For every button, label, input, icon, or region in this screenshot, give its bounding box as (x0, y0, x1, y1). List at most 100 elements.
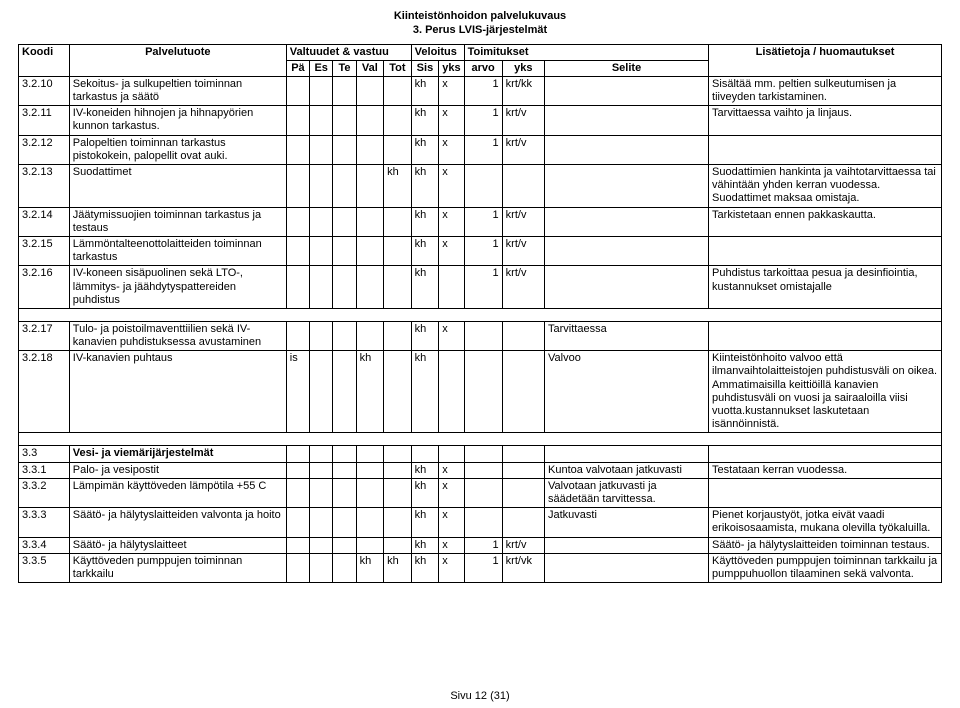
th-selite: Selite (545, 60, 709, 76)
cell-yksB (502, 351, 544, 433)
cell-yksA: x (439, 135, 464, 164)
th-pa: Pä (286, 60, 309, 76)
cell-sis: kh (411, 553, 439, 582)
cell-val: kh (356, 351, 384, 433)
cell-val: kh (356, 553, 384, 582)
cell-koodi: 3.2.17 (19, 321, 70, 350)
cell-selite (545, 76, 709, 105)
cell-palvelu: Tulo- ja poistoilmaventtiilien sekä IV-k… (69, 321, 286, 350)
cell-selite (545, 165, 709, 208)
cell-palvelu: IV-kanavien puhtaus (69, 351, 286, 433)
th-veloitus: Veloitus (411, 44, 464, 60)
cell-es (310, 135, 333, 164)
cell-val (356, 537, 384, 553)
service-table: Koodi Palvelutuote Valtuudet & vastuu Ve… (18, 44, 942, 584)
cell-koodi: 3.2.14 (19, 207, 70, 236)
table-row: 3.3.3Säätö- ja hälytyslaitteiden valvont… (19, 508, 942, 537)
cell-sis: kh (411, 351, 439, 433)
cell-te (333, 446, 356, 462)
cell-selite (545, 266, 709, 309)
cell-es (310, 462, 333, 478)
cell-lisat: Pienet korjaustyöt, jotka eivät vaadi er… (709, 508, 942, 537)
cell-arvo: 1 (464, 266, 502, 309)
cell-lisat: Tarvittaessa vaihto ja linjaus. (709, 106, 942, 135)
cell-arvo (464, 478, 502, 507)
table-row: 3.3.4Säätö- ja hälytyslaitteetkhx1krt/vS… (19, 537, 942, 553)
cell-palvelu: Palopeltien toiminnan tarkastus pistokok… (69, 135, 286, 164)
cell-selite (545, 553, 709, 582)
cell-arvo: 1 (464, 106, 502, 135)
header-row-1: Koodi Palvelutuote Valtuudet & vastuu Ve… (19, 44, 942, 60)
table-row (19, 308, 942, 321)
cell-koodi: 3.3.3 (19, 508, 70, 537)
th-arvo: arvo (464, 60, 502, 76)
cell-pa (286, 266, 309, 309)
cell-sis: kh (411, 76, 439, 105)
cell-lisat (709, 446, 942, 462)
table-body: 3.2.10Sekoitus- ja sulkupeltien toiminna… (19, 76, 942, 582)
cell-yksB: krt/v (502, 236, 544, 265)
cell-te (333, 135, 356, 164)
cell-te (333, 537, 356, 553)
cell-selite (545, 537, 709, 553)
cell-selite (545, 135, 709, 164)
cell-te (333, 76, 356, 105)
cell-yksB: krt/vk (502, 553, 544, 582)
table-row: 3.2.16IV-koneen sisäpuolinen sekä LTO-, … (19, 266, 942, 309)
cell-val (356, 446, 384, 462)
cell-tot: kh (384, 553, 412, 582)
cell-yksA: x (439, 165, 464, 208)
cell-pa (286, 446, 309, 462)
cell-yksA: x (439, 321, 464, 350)
cell-tot (384, 207, 412, 236)
table-row: 3.3.2Lämpimän käyttöveden lämpötila +55 … (19, 478, 942, 507)
cell-selite (545, 446, 709, 462)
cell-yksA: x (439, 236, 464, 265)
cell-sis: kh (411, 462, 439, 478)
cell-tot (384, 351, 412, 433)
cell-lisat (709, 478, 942, 507)
cell-selite: Valvotaan jatkuvasti ja säädetään tarvit… (545, 478, 709, 507)
table-row: 3.2.10Sekoitus- ja sulkupeltien toiminna… (19, 76, 942, 105)
cell-pa (286, 106, 309, 135)
cell-arvo (464, 446, 502, 462)
cell-koodi: 3.3 (19, 446, 70, 462)
table-row: 3.2.12Palopeltien toiminnan tarkastus pi… (19, 135, 942, 164)
cell-es (310, 165, 333, 208)
cell-sis (411, 446, 439, 462)
cell-selite: Tarvittaessa (545, 321, 709, 350)
cell-es (310, 508, 333, 537)
cell-lisat: Testataan kerran vuodessa. (709, 462, 942, 478)
cell-yksA: x (439, 207, 464, 236)
cell-te (333, 236, 356, 265)
cell-yksB (502, 446, 544, 462)
cell-palvelu: Säätö- ja hälytyslaitteet (69, 537, 286, 553)
cell-palvelu: Käyttöveden pumppujen toiminnan tarkkail… (69, 553, 286, 582)
cell-arvo: 1 (464, 207, 502, 236)
cell-lisat: Puhdistus tarkoittaa pesua ja desinfioin… (709, 266, 942, 309)
table-row: 3.3.1Palo- ja vesipostitkhxKuntoa valvot… (19, 462, 942, 478)
cell-arvo: 1 (464, 76, 502, 105)
cell-koodi: 3.2.13 (19, 165, 70, 208)
cell-tot (384, 446, 412, 462)
th-te: Te (333, 60, 356, 76)
cell-te (333, 508, 356, 537)
cell-palvelu: IV-koneen sisäpuolinen sekä LTO-, lämmit… (69, 266, 286, 309)
cell-yksA: x (439, 508, 464, 537)
cell-yksB: krt/v (502, 266, 544, 309)
cell-es (310, 553, 333, 582)
cell-koodi: 3.2.18 (19, 351, 70, 433)
cell-sis: kh (411, 165, 439, 208)
cell-yksA: x (439, 76, 464, 105)
cell-lisat (709, 236, 942, 265)
cell-val (356, 106, 384, 135)
cell-koodi: 3.2.11 (19, 106, 70, 135)
cell-val (356, 508, 384, 537)
th-yks: yks (439, 60, 464, 76)
cell-koodi: 3.3.1 (19, 462, 70, 478)
cell-yksB: krt/v (502, 106, 544, 135)
th-sis: Sis (411, 60, 439, 76)
cell-arvo: 1 (464, 553, 502, 582)
cell-tot (384, 537, 412, 553)
cell-val (356, 478, 384, 507)
